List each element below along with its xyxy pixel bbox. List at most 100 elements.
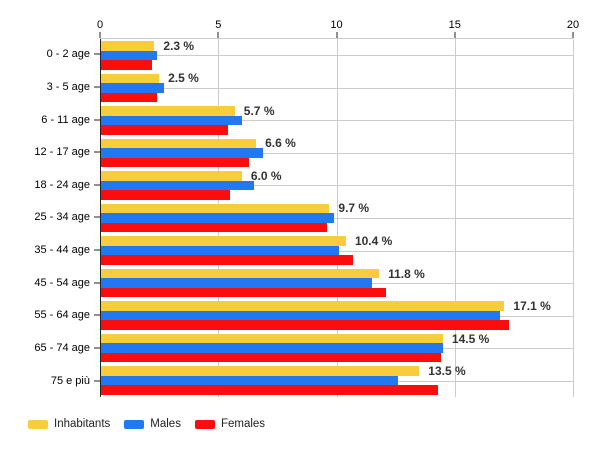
- category-tick: [94, 119, 100, 121]
- bar-inhabitants[interactable]: 13.5 %: [100, 364, 466, 378]
- category-label: 25 - 34 age: [34, 211, 90, 224]
- legend-label: Inhabitants: [54, 418, 111, 430]
- bar-inhabitants[interactable]: 17.1 %: [100, 299, 551, 313]
- bar-females[interactable]: [100, 352, 441, 363]
- category-tick: [94, 314, 100, 316]
- bar-females[interactable]: [100, 157, 249, 168]
- bar-group: 6.0 %: [100, 169, 573, 202]
- bar-inhabitants[interactable]: 6.6 %: [100, 136, 296, 150]
- category-cell: 65 - 74 age: [0, 332, 100, 365]
- bar-males[interactable]: [100, 278, 372, 288]
- y-axis: 0 - 2 age 3 - 5 age 6 - 11 age 12 - 17 age 1…: [0, 38, 100, 397]
- plot-area: 2.3 % 2.5 % 5.7 % 6.6 % 6.0 % 9.7 % 10.4 % 11.8…: [100, 38, 574, 397]
- category-cell: 25 - 34 age: [0, 201, 100, 234]
- bar-females[interactable]: [100, 320, 510, 330]
- value-label: 17.1 %: [513, 299, 551, 314]
- category-label: 55 - 64 age: [34, 309, 90, 322]
- bar-females[interactable]: [100, 60, 153, 70]
- bar-group: 14.5 %: [100, 332, 573, 365]
- bar-inhabitants[interactable]: 14.5 %: [100, 332, 489, 346]
- bar-females[interactable]: [100, 92, 157, 103]
- bar-males[interactable]: [100, 213, 335, 223]
- value-label: 10.4 %: [354, 234, 393, 249]
- value-label: 9.7 %: [338, 201, 370, 216]
- category-label: 65 - 74 age: [34, 342, 90, 355]
- bar-group: 2.3 %: [100, 39, 573, 72]
- legend-label: Females: [220, 418, 266, 430]
- legend-swatch: [194, 419, 215, 429]
- category-tick: [94, 347, 100, 349]
- value-label: 11.8 %: [388, 266, 425, 281]
- bar-females[interactable]: [100, 222, 328, 233]
- bar-females[interactable]: [100, 255, 354, 265]
- bar-females[interactable]: [100, 287, 387, 298]
- value-label: 6.6 %: [265, 136, 296, 151]
- bar-group: 13.5 %: [100, 364, 573, 397]
- category-cell: 18 - 24 age: [0, 169, 100, 202]
- y-axis-line: [100, 39, 101, 397]
- category-cell: 3 - 5 age: [0, 71, 100, 104]
- category-tick: [94, 282, 100, 284]
- value-label: 5.7 %: [243, 103, 275, 118]
- bar-males[interactable]: [100, 180, 254, 191]
- category-label: 18 - 24 age: [34, 178, 90, 191]
- category-label: 12 - 17 age: [34, 146, 90, 159]
- bar-inhabitants[interactable]: 2.5 %: [100, 71, 199, 85]
- category-label: 75 e più: [50, 374, 90, 387]
- x-tick-mark: [572, 32, 574, 38]
- bar-males[interactable]: [100, 310, 500, 321]
- bar-males[interactable]: [100, 375, 398, 386]
- bar-inhabitants[interactable]: 2.3 %: [100, 39, 194, 53]
- bar-females[interactable]: [100, 125, 228, 135]
- bar-group: 5.7 %: [100, 104, 573, 137]
- category-label: 6 - 11 age: [41, 113, 90, 126]
- bar-males[interactable]: [100, 245, 339, 256]
- category-cell: 55 - 64 age: [0, 299, 100, 332]
- category-label: 45 - 54 age: [34, 276, 90, 289]
- legend-item-females[interactable]: Females: [194, 418, 266, 430]
- bar-inhabitants[interactable]: 10.4 %: [100, 234, 392, 248]
- category-cell: 6 - 11 age: [0, 103, 100, 136]
- category-tick: [94, 86, 100, 88]
- category-cell: 12 - 17 age: [0, 136, 100, 169]
- vertical-gridline: [573, 39, 574, 397]
- bar-group: 9.7 %: [100, 201, 573, 235]
- value-label: 14.5 %: [451, 331, 490, 346]
- category-tick: [94, 151, 100, 153]
- legend-swatch: [124, 419, 145, 429]
- legend-swatch: [28, 419, 48, 429]
- bar-inhabitants[interactable]: 9.7 %: [100, 201, 369, 215]
- bar-males[interactable]: [100, 115, 242, 126]
- x-tick-label: 20: [566, 19, 580, 31]
- x-tick-mark: [454, 32, 456, 38]
- legend-label: Males: [150, 418, 181, 430]
- x-tick-label: 5: [215, 19, 222, 31]
- bar-males[interactable]: [100, 148, 264, 158]
- bar-females[interactable]: [100, 190, 231, 200]
- category-tick: [94, 249, 100, 251]
- bar-females[interactable]: [100, 385, 439, 395]
- bar-inhabitants[interactable]: 5.7 %: [100, 104, 274, 118]
- category-tick: [94, 216, 100, 218]
- bar-males[interactable]: [100, 50, 157, 61]
- bar-inhabitants[interactable]: 11.8 %: [100, 267, 425, 281]
- x-tick-label: 15: [448, 19, 461, 31]
- bar-rows: 2.3 % 2.5 % 5.7 % 6.6 % 6.0 % 9.7 % 10.4 % 11.8…: [100, 39, 573, 397]
- legend-item-males[interactable]: Males: [124, 418, 181, 430]
- x-axis: 0 5 10 15 20: [97, 0, 579, 38]
- bar-group: 2.5 %: [100, 71, 573, 105]
- value-label: 6.0 %: [250, 168, 282, 183]
- bar-males[interactable]: [100, 343, 443, 353]
- category-tick: [94, 380, 100, 382]
- category-label: 0 - 2 age: [46, 48, 90, 61]
- bar-inhabitants[interactable]: 6.0 %: [100, 169, 282, 183]
- bar-males[interactable]: [100, 83, 164, 93]
- x-tick-mark: [336, 32, 337, 38]
- legend-item-inhabitants[interactable]: Inhabitants: [28, 418, 110, 430]
- x-tick-label: 10: [330, 19, 343, 31]
- legend: Inhabitants Males Females: [28, 416, 265, 432]
- value-label: 2.3 %: [163, 38, 195, 53]
- category-tick: [94, 184, 100, 186]
- category-cell: 35 - 44 age: [0, 234, 100, 267]
